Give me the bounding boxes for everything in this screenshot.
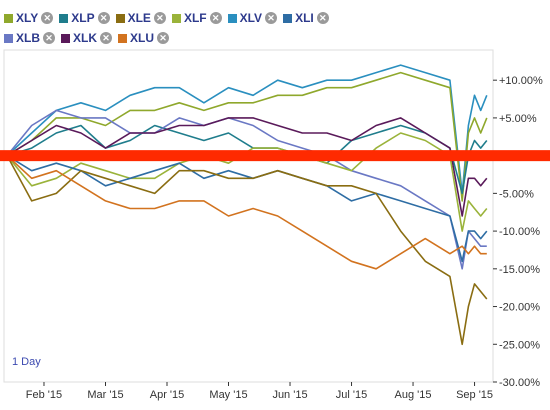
- y-tick-label: -15.00%: [499, 264, 540, 276]
- x-tick-label: May '15: [209, 389, 247, 401]
- series-layer: [6, 64, 488, 346]
- legend-ticker-label: XLP: [71, 11, 95, 25]
- x-tick-label: Aug '15: [395, 389, 432, 401]
- x-axis: Feb '15 Mar '15 Apr '15 May '15 Jun '15 Jul '…: [26, 382, 493, 401]
- legend-ticker-label: XLU: [130, 31, 154, 45]
- legend-swatch: [171, 13, 181, 23]
- range-selector-1-day[interactable]: 1 Day: [12, 356, 41, 368]
- legend-item-xlv[interactable]: XLV ✕: [227, 10, 278, 26]
- zero-line-marker: [0, 150, 550, 162]
- legend-swatch: [4, 13, 13, 23]
- legend-item-xle[interactable]: XLE ✕: [115, 10, 166, 26]
- remove-series-icon[interactable]: ✕: [153, 12, 166, 24]
- remove-series-icon[interactable]: ✕: [43, 32, 55, 44]
- remove-series-icon[interactable]: ✕: [41, 12, 54, 24]
- legend-item-xlk[interactable]: XLK ✕: [61, 30, 112, 46]
- remove-series-icon[interactable]: ✕: [316, 12, 329, 24]
- plot-frame: [3, 49, 494, 383]
- legend-swatch: [115, 13, 125, 23]
- legend-ticker-label: XLY: [16, 11, 39, 25]
- legend-swatch: [4, 33, 13, 43]
- legend-ticker-label: XLV: [239, 11, 263, 25]
- y-tick-label: -30.00%: [499, 377, 540, 389]
- legend-item-xlf[interactable]: XLF ✕: [171, 10, 222, 26]
- series-line-xlu: [6, 155, 487, 270]
- remove-series-icon[interactable]: ✕: [100, 32, 112, 44]
- legend-swatch: [61, 33, 70, 43]
- legend-item-xly[interactable]: XLY ✕: [4, 10, 54, 26]
- series-line-xlk: [6, 117, 488, 217]
- legend-ticker-label: XLB: [16, 31, 40, 45]
- x-tick-label: Feb '15: [26, 389, 62, 401]
- y-tick-label: -5.00%: [499, 188, 534, 200]
- remove-series-icon[interactable]: ✕: [209, 12, 222, 24]
- y-tick-label: -20.00%: [499, 302, 540, 314]
- remove-series-icon[interactable]: ✕: [97, 12, 110, 24]
- legend-swatch: [227, 13, 237, 23]
- x-tick-label: Mar '15: [87, 389, 123, 401]
- x-tick-label: Sep '15: [456, 389, 493, 401]
- legend-item-xlu[interactable]: XLU ✕: [118, 30, 169, 46]
- legend-ticker-label: XLK: [73, 31, 97, 45]
- remove-series-icon[interactable]: ✕: [157, 32, 169, 44]
- x-tick-label: Apr '15: [150, 389, 185, 401]
- legend-ticker-label: XLI: [295, 11, 314, 25]
- legend-swatch: [59, 13, 69, 23]
- y-tick-label: +10.00%: [499, 75, 543, 87]
- x-tick-label: Jun '15: [272, 389, 307, 401]
- legend-item-xli[interactable]: XLI ✕: [283, 10, 329, 26]
- y-tick-label: +5.00%: [499, 113, 537, 125]
- legend-row-1: XLY ✕ XLP ✕ XLE ✕ XLF ✕ XLV ✕ XLI ✕: [4, 10, 329, 26]
- y-tick-label: -25.00%: [499, 339, 540, 351]
- x-tick-label: Jul '15: [336, 389, 367, 401]
- remove-series-icon[interactable]: ✕: [265, 12, 278, 24]
- y-axis: +10.00%+5.00%0%-5.00%-10.00%-15.00%-20.0…: [493, 75, 543, 389]
- legend-swatch: [283, 13, 293, 23]
- legend-row-2: XLB ✕ XLK ✕ XLU ✕: [4, 30, 169, 46]
- series-line-xle: [6, 155, 488, 346]
- legend-ticker-label: XLF: [183, 11, 207, 25]
- legend-swatch: [118, 33, 127, 43]
- legend-ticker-label: XLE: [127, 11, 151, 25]
- legend-item-xlb[interactable]: XLB ✕: [4, 30, 55, 46]
- y-tick-label: -10.00%: [499, 226, 540, 238]
- legend-item-xlp[interactable]: XLP ✕: [59, 10, 110, 26]
- series-line-xlb: [6, 109, 487, 270]
